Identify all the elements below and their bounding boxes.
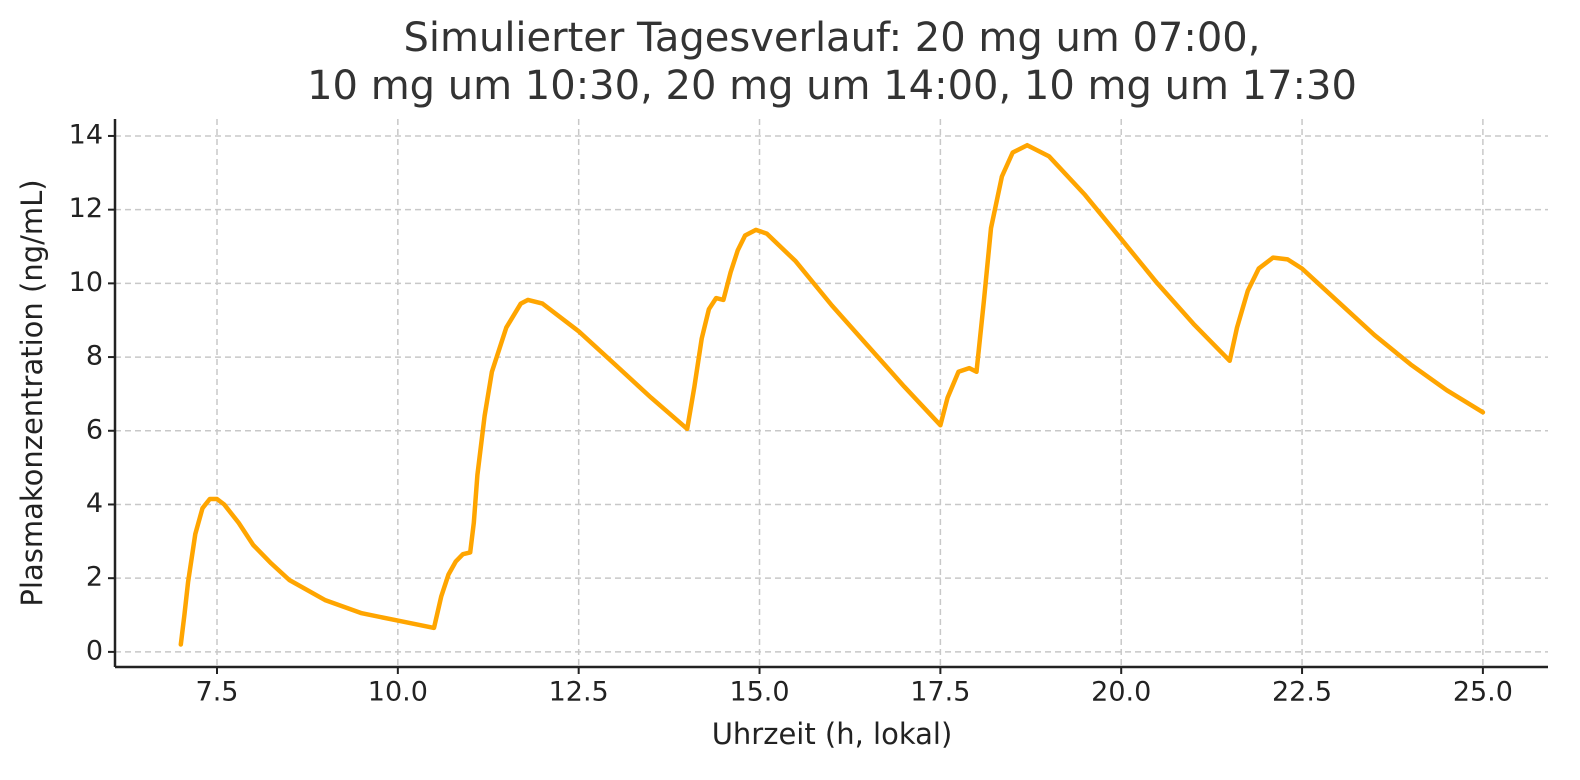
x-tick-label: 12.5 [549,677,609,708]
chart-title: Simulierter Tagesverlauf: 20 mg um 07:00… [404,15,1261,61]
y-tick-label: 4 [86,488,103,519]
x-tick-label: 7.5 [196,677,239,708]
y-axis-label: Plasmakonzentration (ng/mL) [15,179,49,606]
y-tick-label: 0 [86,635,103,666]
x-tick-label: 17.5 [910,677,970,708]
y-tick-label: 10 [69,267,103,298]
chart-title: 10 mg um 10:30, 20 mg um 14:00, 10 mg um… [307,63,1357,109]
y-tick-label: 2 [86,562,103,593]
x-tick-label: 22.5 [1272,677,1332,708]
y-tick-label: 14 [69,119,103,150]
x-tick-label: 25.0 [1453,677,1513,708]
y-tick-label: 6 [86,414,103,445]
x-axis-label: Uhrzeit (h, lokal) [712,717,953,751]
x-tick-label: 20.0 [1091,677,1151,708]
x-tick-label: 10.0 [368,677,428,708]
x-tick-label: 15.0 [729,677,789,708]
y-tick-label: 8 [86,341,103,372]
data-line [178,142,1486,647]
y-tick-label: 12 [69,193,103,224]
